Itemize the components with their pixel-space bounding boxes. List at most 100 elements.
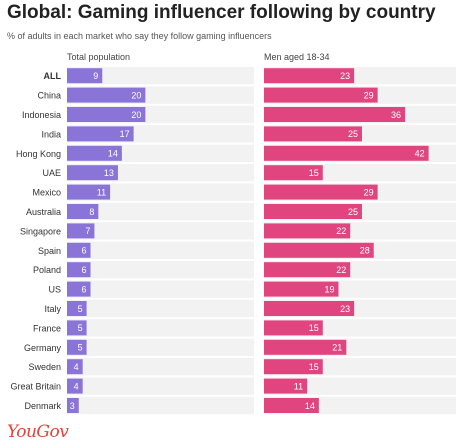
row-background [67, 280, 254, 298]
category-label: Indonesia [22, 110, 61, 120]
panel-title-men-18-34: Men aged 18-34 [264, 52, 330, 62]
row-background [67, 261, 254, 279]
bar [264, 359, 323, 375]
row-background [67, 396, 254, 415]
data-label: 20 [131, 110, 141, 120]
data-label: 4 [74, 362, 79, 372]
data-label: 5 [78, 343, 83, 353]
data-label: 5 [78, 304, 83, 314]
bar [264, 184, 378, 200]
bar [264, 165, 323, 181]
bar [264, 378, 308, 394]
bar [67, 339, 87, 355]
bar [264, 301, 355, 316]
bar [264, 68, 355, 84]
data-label: 15 [309, 323, 319, 333]
data-label: 25 [348, 129, 358, 139]
category-label: Great Britain [10, 382, 61, 392]
category-label: China [37, 91, 61, 101]
data-label: 17 [120, 129, 130, 139]
category-label: ALL [44, 71, 62, 81]
panel-title-total-population: Total population [67, 52, 131, 62]
data-label: 11 [97, 187, 106, 197]
category-label: Germany [24, 343, 62, 353]
bar [67, 126, 134, 142]
yougov-logo: YouGov [7, 422, 69, 442]
bar [264, 339, 347, 355]
data-label: 6 [81, 284, 86, 294]
bar [67, 359, 83, 375]
data-label: 36 [391, 110, 401, 120]
bar [67, 301, 87, 316]
category-label: UAE [42, 168, 61, 178]
bar [264, 204, 362, 219]
data-label: 9 [93, 71, 98, 81]
row-background [67, 377, 254, 395]
bar [264, 320, 323, 336]
row-background [67, 222, 254, 240]
row-background [67, 202, 254, 221]
bar [264, 126, 362, 142]
row-background [67, 241, 254, 259]
category-label: Denmark [24, 401, 61, 411]
data-label: 6 [81, 265, 86, 275]
bar [67, 398, 79, 413]
category-label: Spain [38, 246, 61, 256]
bar [67, 165, 118, 181]
bar [67, 184, 111, 200]
category-label: Sweden [28, 362, 61, 372]
chart-subtitle: % of adults in each market who say they … [7, 31, 272, 41]
bar [264, 262, 351, 278]
category-label: Poland [33, 265, 61, 275]
data-label: 5 [78, 323, 83, 333]
row-background [67, 183, 254, 201]
bar [67, 320, 87, 336]
data-label: 6 [81, 246, 86, 256]
data-label: 42 [415, 149, 425, 159]
category-label: US [48, 285, 61, 295]
bar [67, 281, 91, 297]
bar [264, 281, 339, 297]
bar [264, 242, 374, 258]
data-label: 19 [324, 284, 334, 294]
row-background [67, 299, 254, 318]
bar [264, 398, 319, 413]
category-label: France [33, 323, 61, 333]
bar [264, 107, 406, 122]
data-label: 14 [305, 401, 315, 411]
data-label: 14 [108, 149, 118, 159]
category-label: Italy [44, 304, 61, 314]
bar [264, 145, 429, 161]
row-background [67, 358, 254, 376]
data-label: 7 [85, 226, 90, 236]
category-label: Mexico [32, 188, 61, 198]
bar [67, 223, 95, 239]
bar [264, 223, 351, 239]
bar [264, 87, 378, 103]
chart-title: Global: Gaming influencer following by c… [7, 2, 436, 23]
data-label: 8 [89, 207, 94, 217]
bar [67, 68, 103, 84]
data-label: 4 [74, 381, 79, 391]
bar [67, 262, 91, 278]
bar [67, 145, 122, 161]
bar [67, 242, 91, 258]
data-label: 13 [104, 168, 114, 178]
data-label: 3 [70, 401, 75, 411]
bar [67, 204, 99, 219]
category-label: Singapore [20, 226, 61, 236]
data-label: 29 [364, 187, 374, 197]
row-background [67, 338, 254, 356]
row-background [67, 319, 254, 337]
row-background [264, 377, 456, 395]
data-label: 22 [336, 226, 346, 236]
data-label: 15 [309, 362, 319, 372]
data-label: 28 [360, 246, 370, 256]
data-label: 22 [336, 265, 346, 275]
bar [67, 87, 146, 103]
data-label: 23 [340, 304, 350, 314]
row-background [67, 67, 254, 85]
data-label: 25 [348, 207, 358, 217]
data-label: 29 [364, 90, 374, 100]
